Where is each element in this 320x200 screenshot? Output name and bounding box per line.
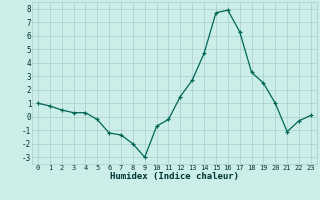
X-axis label: Humidex (Indice chaleur): Humidex (Indice chaleur) xyxy=(110,172,239,181)
